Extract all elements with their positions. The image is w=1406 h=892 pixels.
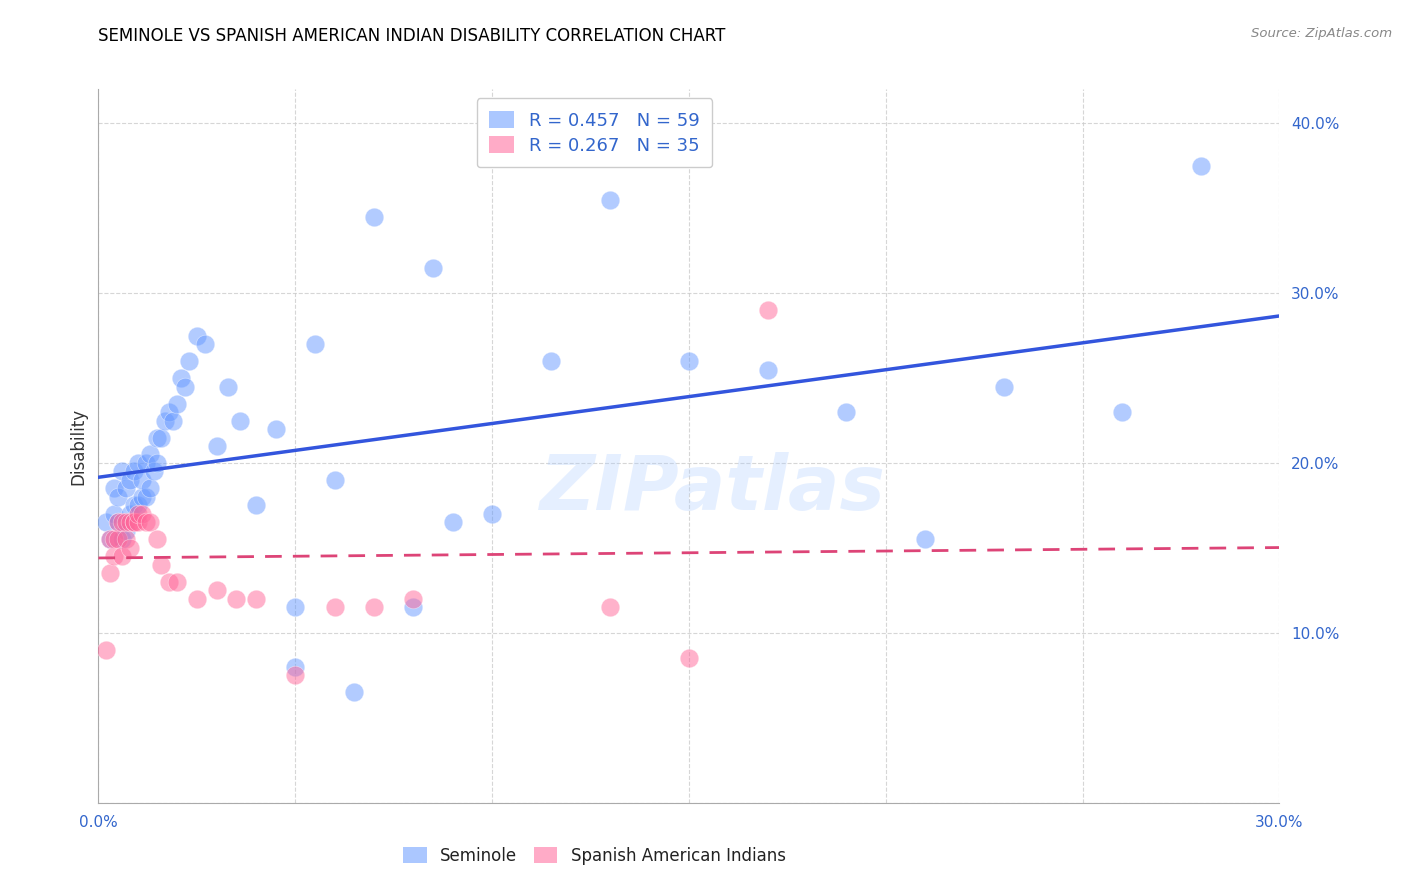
Point	[103, 507, 125, 521]
Point	[122, 499, 145, 513]
Point	[127, 456, 149, 470]
Point	[441, 516, 464, 530]
Point	[135, 456, 157, 470]
Point	[284, 660, 307, 674]
Point	[107, 490, 129, 504]
Point	[122, 465, 145, 479]
Point	[323, 600, 346, 615]
Point	[914, 533, 936, 547]
Point	[155, 413, 177, 427]
Point	[131, 507, 153, 521]
Point	[115, 524, 138, 538]
Point	[756, 362, 779, 376]
Point	[135, 516, 157, 530]
Point	[678, 651, 700, 665]
Point	[540, 354, 562, 368]
Point	[205, 583, 228, 598]
Point	[127, 516, 149, 530]
Point	[115, 516, 138, 530]
Point	[284, 600, 307, 615]
Point	[835, 405, 858, 419]
Point	[107, 516, 129, 530]
Point	[131, 473, 153, 487]
Point	[118, 516, 141, 530]
Point	[96, 643, 118, 657]
Point	[122, 516, 145, 530]
Point	[422, 260, 444, 275]
Point	[363, 600, 385, 615]
Point	[166, 396, 188, 410]
Text: SEMINOLE VS SPANISH AMERICAN INDIAN DISABILITY CORRELATION CHART: SEMINOLE VS SPANISH AMERICAN INDIAN DISA…	[98, 27, 725, 45]
Point	[599, 600, 621, 615]
Point	[146, 430, 169, 444]
Point	[284, 668, 307, 682]
Point	[157, 574, 180, 589]
Point	[402, 591, 425, 606]
Point	[174, 379, 197, 393]
Point	[111, 533, 134, 547]
Point	[107, 516, 129, 530]
Point	[157, 405, 180, 419]
Point	[481, 507, 503, 521]
Point	[245, 591, 267, 606]
Point	[146, 456, 169, 470]
Point	[186, 591, 208, 606]
Text: ZIPatlas: ZIPatlas	[540, 452, 886, 525]
Point	[343, 685, 366, 699]
Point	[217, 379, 239, 393]
Point	[162, 413, 184, 427]
Legend: Seminole, Spanish American Indians: Seminole, Spanish American Indians	[395, 838, 794, 873]
Point	[363, 210, 385, 224]
Point	[194, 337, 217, 351]
Point	[98, 533, 121, 547]
Point	[118, 473, 141, 487]
Point	[127, 499, 149, 513]
Point	[170, 371, 193, 385]
Point	[118, 507, 141, 521]
Point	[146, 533, 169, 547]
Point	[186, 328, 208, 343]
Point	[96, 516, 118, 530]
Point	[127, 507, 149, 521]
Point	[118, 541, 141, 555]
Point	[166, 574, 188, 589]
Point	[111, 516, 134, 530]
Point	[111, 465, 134, 479]
Point	[402, 600, 425, 615]
Point	[131, 490, 153, 504]
Point	[103, 549, 125, 564]
Point	[142, 465, 165, 479]
Point	[138, 516, 160, 530]
Point	[993, 379, 1015, 393]
Point	[107, 533, 129, 547]
Point	[245, 499, 267, 513]
Point	[150, 430, 173, 444]
Point	[122, 516, 145, 530]
Point	[103, 533, 125, 547]
Point	[229, 413, 252, 427]
Point	[304, 337, 326, 351]
Point	[138, 482, 160, 496]
Point	[98, 566, 121, 581]
Y-axis label: Disability: Disability	[69, 408, 87, 484]
Point	[115, 533, 138, 547]
Point	[111, 549, 134, 564]
Point	[678, 354, 700, 368]
Point	[1189, 159, 1212, 173]
Point	[150, 558, 173, 572]
Point	[599, 193, 621, 207]
Point	[98, 533, 121, 547]
Point	[323, 473, 346, 487]
Point	[177, 354, 200, 368]
Point	[135, 490, 157, 504]
Point	[103, 482, 125, 496]
Point	[264, 422, 287, 436]
Text: Source: ZipAtlas.com: Source: ZipAtlas.com	[1251, 27, 1392, 40]
Point	[205, 439, 228, 453]
Point	[1111, 405, 1133, 419]
Point	[138, 448, 160, 462]
Point	[756, 303, 779, 318]
Point	[225, 591, 247, 606]
Point	[115, 482, 138, 496]
